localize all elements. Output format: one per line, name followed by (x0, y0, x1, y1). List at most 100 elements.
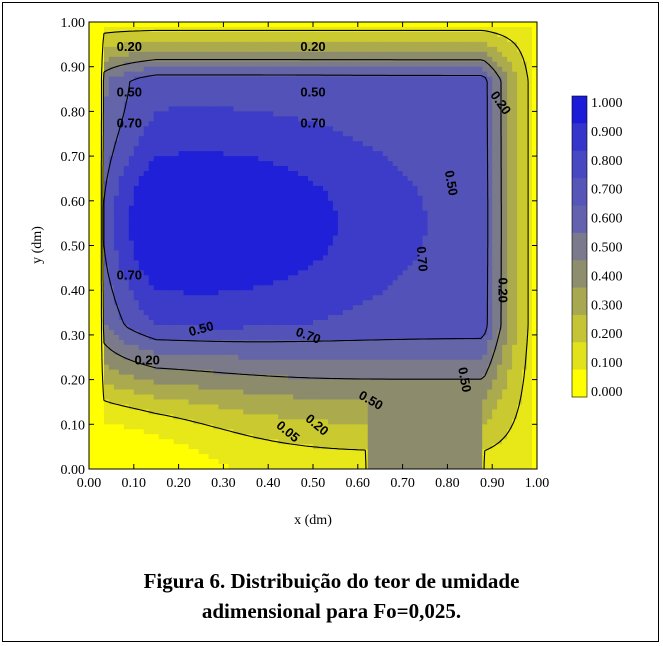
field-cell (352, 449, 359, 455)
field-cell (103, 329, 110, 336)
field-cell (342, 61, 349, 68)
field-cell (123, 419, 130, 425)
field-cell (123, 265, 130, 271)
field-cell (198, 389, 205, 396)
field-cell (148, 41, 155, 48)
field-cell (317, 374, 324, 381)
field-cell (93, 51, 100, 58)
field-cell (98, 36, 105, 43)
field-cell (93, 255, 100, 261)
field-cell (128, 240, 135, 247)
field-cell (293, 444, 299, 450)
field-cell (158, 51, 165, 58)
field-cell (273, 334, 279, 341)
field-cell (163, 339, 170, 346)
field-cell (123, 46, 130, 53)
field-cell (352, 250, 359, 257)
field-cell (128, 344, 135, 351)
field-cell (138, 26, 145, 33)
field-cell (263, 270, 269, 276)
field-cell (93, 459, 100, 465)
field-cell (208, 424, 215, 430)
field-cell (89, 26, 95, 33)
field-cell (337, 315, 344, 321)
field-cell (278, 166, 284, 172)
field-cell (317, 265, 324, 271)
field-cell (313, 419, 319, 425)
field-cell (103, 171, 110, 177)
field-cell (163, 374, 170, 381)
field-cell (317, 151, 324, 157)
field-cell (173, 146, 180, 152)
field-cell (193, 26, 200, 33)
field-cell (113, 300, 120, 306)
field-cell (208, 265, 215, 271)
field-cell (168, 106, 175, 112)
field-cell (89, 195, 95, 202)
field-cell (268, 200, 274, 207)
field-cell (128, 131, 135, 137)
field-cell (288, 91, 294, 98)
field-cell (357, 36, 364, 43)
field-cell (98, 409, 105, 415)
field-cell (253, 260, 259, 266)
field-cell (293, 81, 299, 88)
field-cell (93, 359, 100, 366)
field-cell (303, 166, 309, 172)
field-cell (213, 156, 220, 162)
field-cell (128, 205, 135, 212)
field-cell (168, 384, 175, 391)
field-cell (153, 240, 160, 247)
field-cell (298, 384, 304, 391)
field-cell (313, 439, 319, 445)
field-cell (193, 230, 200, 237)
field-cell (163, 404, 170, 410)
field-cell (163, 136, 170, 142)
field-cell (178, 419, 185, 425)
field-cell (327, 101, 334, 108)
field-cell (283, 315, 289, 321)
field-cell (188, 275, 195, 281)
field-cell (288, 175, 294, 182)
field-cell (293, 111, 299, 117)
field-cell (113, 344, 120, 351)
field-cell (347, 31, 354, 38)
field-cell (163, 389, 170, 396)
field-cell (357, 96, 364, 103)
field-cell (293, 399, 299, 406)
field-cell (337, 31, 344, 38)
field-cell (233, 329, 239, 336)
field-cell (362, 131, 369, 137)
field-cell (263, 51, 269, 58)
field-cell (168, 215, 175, 222)
field-cell (337, 374, 344, 381)
field-cell (173, 439, 180, 445)
field-cell (313, 171, 319, 177)
field-cell (143, 349, 150, 356)
field-cell (153, 424, 160, 430)
field-cell (93, 46, 100, 53)
field-cell (263, 344, 269, 351)
field-cell (357, 349, 364, 356)
field-cell (98, 374, 105, 381)
field-cell (248, 235, 254, 242)
field-cell (243, 46, 249, 53)
field-cell (108, 180, 115, 187)
field-cell (253, 349, 259, 356)
field-cell (332, 379, 339, 386)
field-cell (238, 31, 244, 38)
field-cell (223, 324, 229, 331)
field-cell (183, 41, 190, 48)
field-cell (183, 320, 190, 326)
field-cell (168, 354, 175, 361)
field-cell (243, 180, 249, 187)
field-cell (128, 56, 135, 63)
field-cell (288, 161, 294, 167)
field-cell (308, 156, 314, 162)
field-cell (128, 116, 135, 122)
field-cell (238, 369, 244, 376)
field-cell (118, 404, 125, 410)
field-cell (233, 339, 239, 346)
field-cell (268, 285, 274, 291)
field-cell (248, 454, 254, 460)
